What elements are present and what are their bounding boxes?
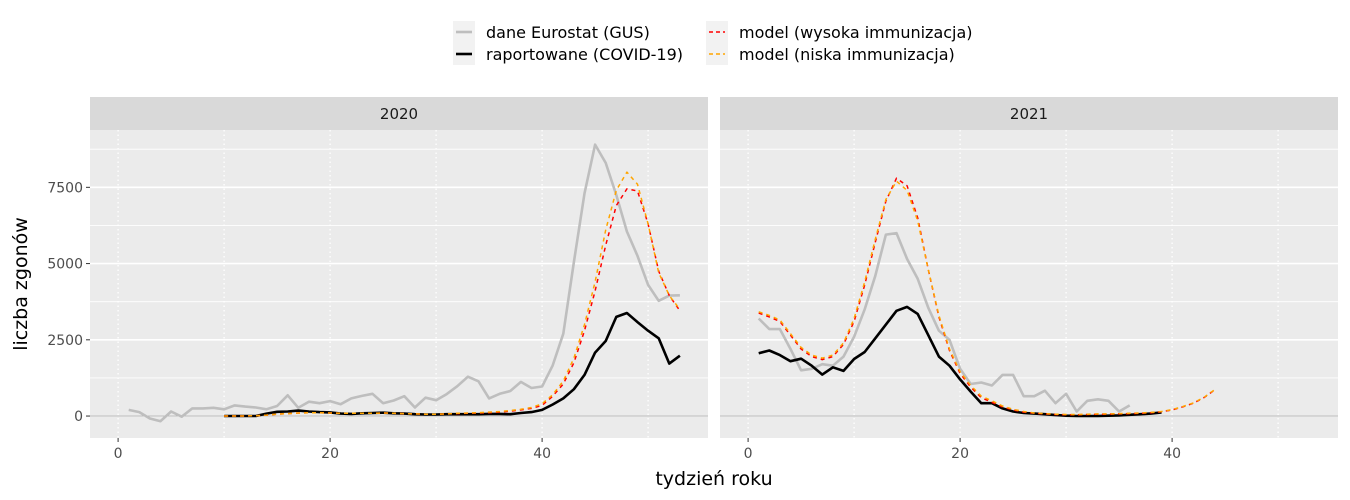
panel-strip-label: 2020	[380, 105, 418, 123]
series-model-high	[758, 177, 1215, 416]
panel-strip	[90, 97, 708, 130]
y-tick-label: 7500	[47, 180, 83, 196]
y-tick-label: 2500	[47, 333, 83, 349]
panel-2020: 2020 0 20 40	[90, 97, 708, 462]
panel-strip-label: 2021	[1010, 105, 1048, 123]
series-reported	[758, 305, 1162, 418]
panel-background	[720, 130, 1338, 438]
legend-label: raportowane (COVID-19)	[486, 45, 683, 64]
x-tick-label: 0	[744, 446, 753, 462]
panel-background	[90, 130, 708, 438]
x-axis-label: tydzień roku	[655, 468, 772, 490]
series-eurostat	[128, 143, 680, 423]
panel-strip	[720, 97, 1338, 130]
y-tick-label: 0	[74, 409, 83, 425]
x-tick-label: 0	[114, 446, 123, 462]
y-axis-label: liczba zgonów	[10, 217, 32, 351]
x-tick-label: 20	[321, 446, 339, 462]
panel-2021: 2021 0 20 40	[720, 97, 1338, 462]
series-model-low	[758, 180, 1215, 416]
series-model-low	[224, 171, 681, 417]
legend-label: dane Eurostat (GUS)	[486, 23, 650, 42]
x-tick-label: 40	[533, 446, 551, 462]
legend: dane Eurostat (GUS) raportowane (COVID-19…	[453, 21, 973, 65]
y-tick-label: 5000	[47, 257, 83, 273]
legend-label: model (niska immunizacja)	[739, 45, 955, 64]
x-tick-label: 40	[1163, 446, 1181, 462]
legend-label: model (wysoka immunizacja)	[739, 23, 973, 42]
series-reported	[224, 311, 681, 418]
x-tick-label: 20	[951, 446, 969, 462]
